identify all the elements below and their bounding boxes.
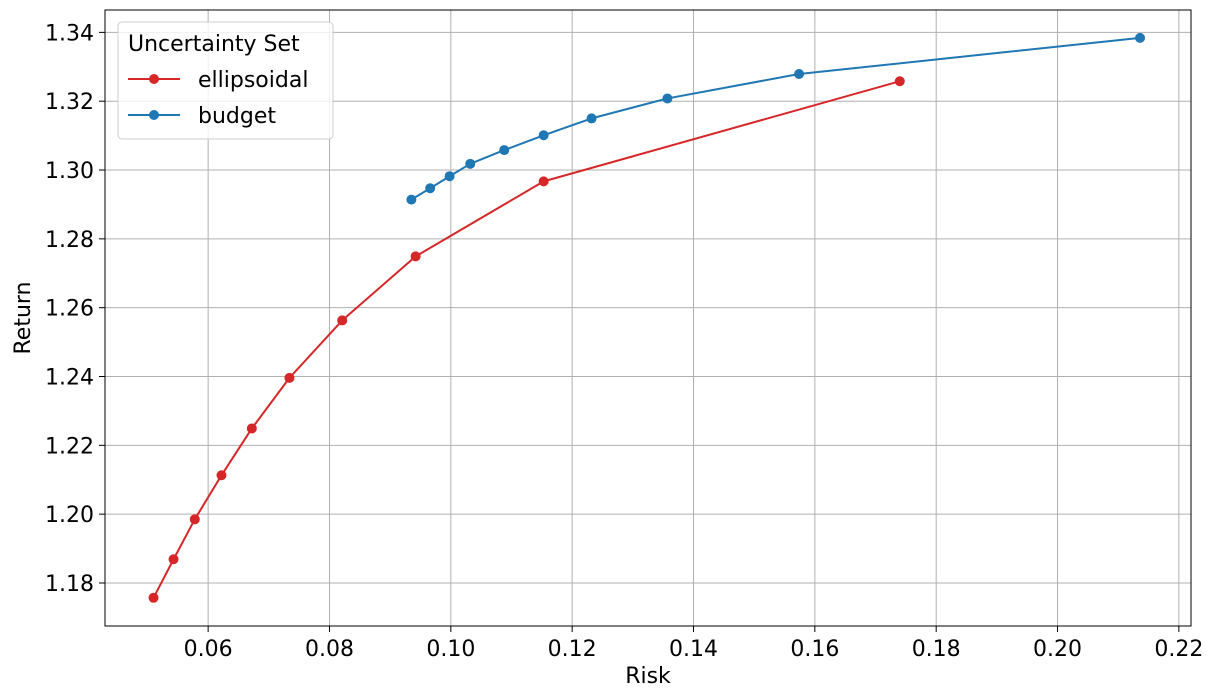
data-point-ellipsoidal	[168, 554, 179, 565]
series-line-budget	[410, 36, 1141, 201]
data-point-ellipsoidal	[337, 315, 348, 326]
data-point-budget	[1135, 32, 1146, 43]
legend-marker	[149, 110, 159, 120]
data-point-budget	[794, 69, 805, 80]
grid	[105, 10, 1191, 626]
x-tick-label: 0.14	[669, 637, 718, 662]
x-tick-label: 0.22	[1154, 637, 1203, 662]
data-point-ellipsoidal	[246, 423, 257, 434]
legend: Uncertainty Set ellipsoidal budget	[117, 21, 334, 140]
y-tick-label: 1.26	[45, 297, 94, 322]
data-point-budget	[465, 158, 476, 169]
series-line-ellipsoidal	[152, 80, 901, 599]
y-axis: 1.18 1.20 1.22 1.24 1.26 1.28 1.30 1.32 1.34	[45, 21, 105, 597]
data-point-budget	[406, 194, 417, 205]
y-tick-label: 1.34	[45, 21, 94, 46]
y-tick-label: 1.24	[45, 366, 94, 391]
legend-label: ellipsoidal	[198, 68, 308, 93]
data-point-ellipsoidal	[216, 470, 227, 481]
legend-box	[117, 21, 334, 140]
x-tick-label: 0.16	[790, 637, 839, 662]
data-point-budget	[425, 183, 436, 194]
data-point-ellipsoidal	[538, 176, 549, 187]
data-point-budget	[538, 130, 549, 141]
y-tick-label: 1.28	[45, 228, 94, 253]
data-point-ellipsoidal	[148, 592, 159, 603]
legend-title: Uncertainty Set	[128, 32, 300, 57]
data-point-budget	[662, 93, 673, 104]
y-tick-label: 1.20	[45, 503, 94, 528]
x-tick-label: 0.06	[184, 637, 233, 662]
legend-entry-ellipsoidal: ellipsoidal	[128, 68, 308, 93]
plot-frame	[104, 9, 1192, 627]
data-point-ellipsoidal	[410, 251, 421, 262]
y-tick-label: 1.32	[45, 90, 94, 115]
x-axis-label: Risk	[625, 664, 671, 689]
legend-entry-budget: budget	[128, 104, 276, 129]
x-tick-label: 0.20	[1033, 637, 1082, 662]
y-axis-label: Return	[11, 281, 36, 354]
series-ellipsoidal	[148, 76, 905, 603]
x-tick-label: 0.18	[912, 637, 961, 662]
series-layer	[148, 32, 1146, 603]
data-point-budget	[499, 145, 510, 156]
x-axis: 0.06 0.08 0.10 0.12 0.14 0.16 0.18 0.20 0.22	[184, 626, 1203, 662]
legend-entries: ellipsoidal budget	[128, 68, 308, 129]
data-point-ellipsoidal	[284, 372, 295, 383]
data-point-ellipsoidal	[894, 76, 905, 87]
y-tick-label: 1.22	[45, 434, 94, 459]
x-tick-label: 0.12	[548, 637, 597, 662]
y-tick-label: 1.18	[45, 572, 94, 597]
data-point-ellipsoidal	[189, 514, 200, 525]
legend-marker	[149, 74, 159, 84]
y-tick-label: 1.30	[45, 159, 94, 184]
data-point-budget	[444, 171, 455, 182]
data-point-budget	[586, 113, 597, 124]
x-tick-label: 0.08	[305, 637, 354, 662]
series-budget	[406, 32, 1146, 205]
legend-label: budget	[198, 104, 276, 129]
x-tick-label: 0.10	[426, 637, 475, 662]
